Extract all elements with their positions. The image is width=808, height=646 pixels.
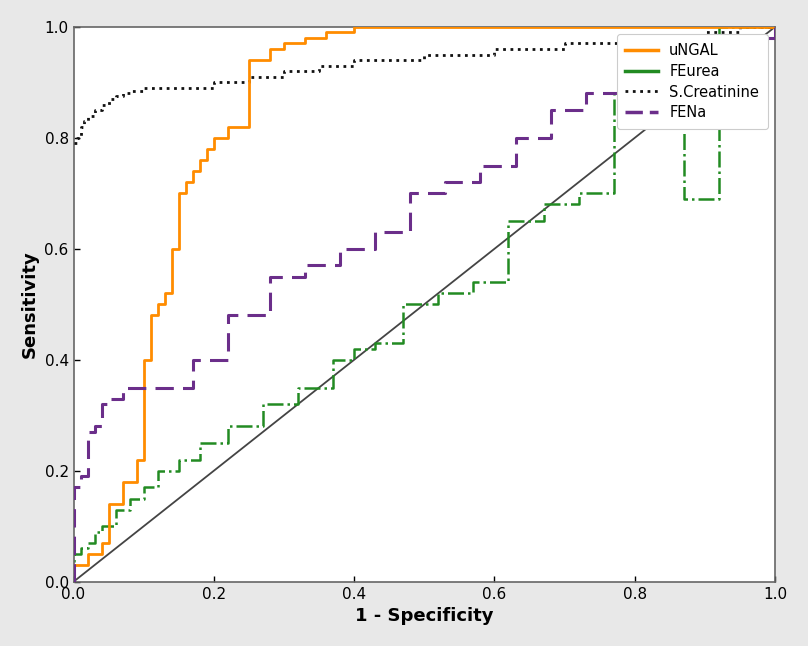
Y-axis label: Sensitivity: Sensitivity xyxy=(21,251,39,358)
Legend: uNGAL, FEurea, S.Creatinine, FENa: uNGAL, FEurea, S.Creatinine, FENa xyxy=(617,34,768,129)
X-axis label: 1 - Specificity: 1 - Specificity xyxy=(355,607,494,625)
